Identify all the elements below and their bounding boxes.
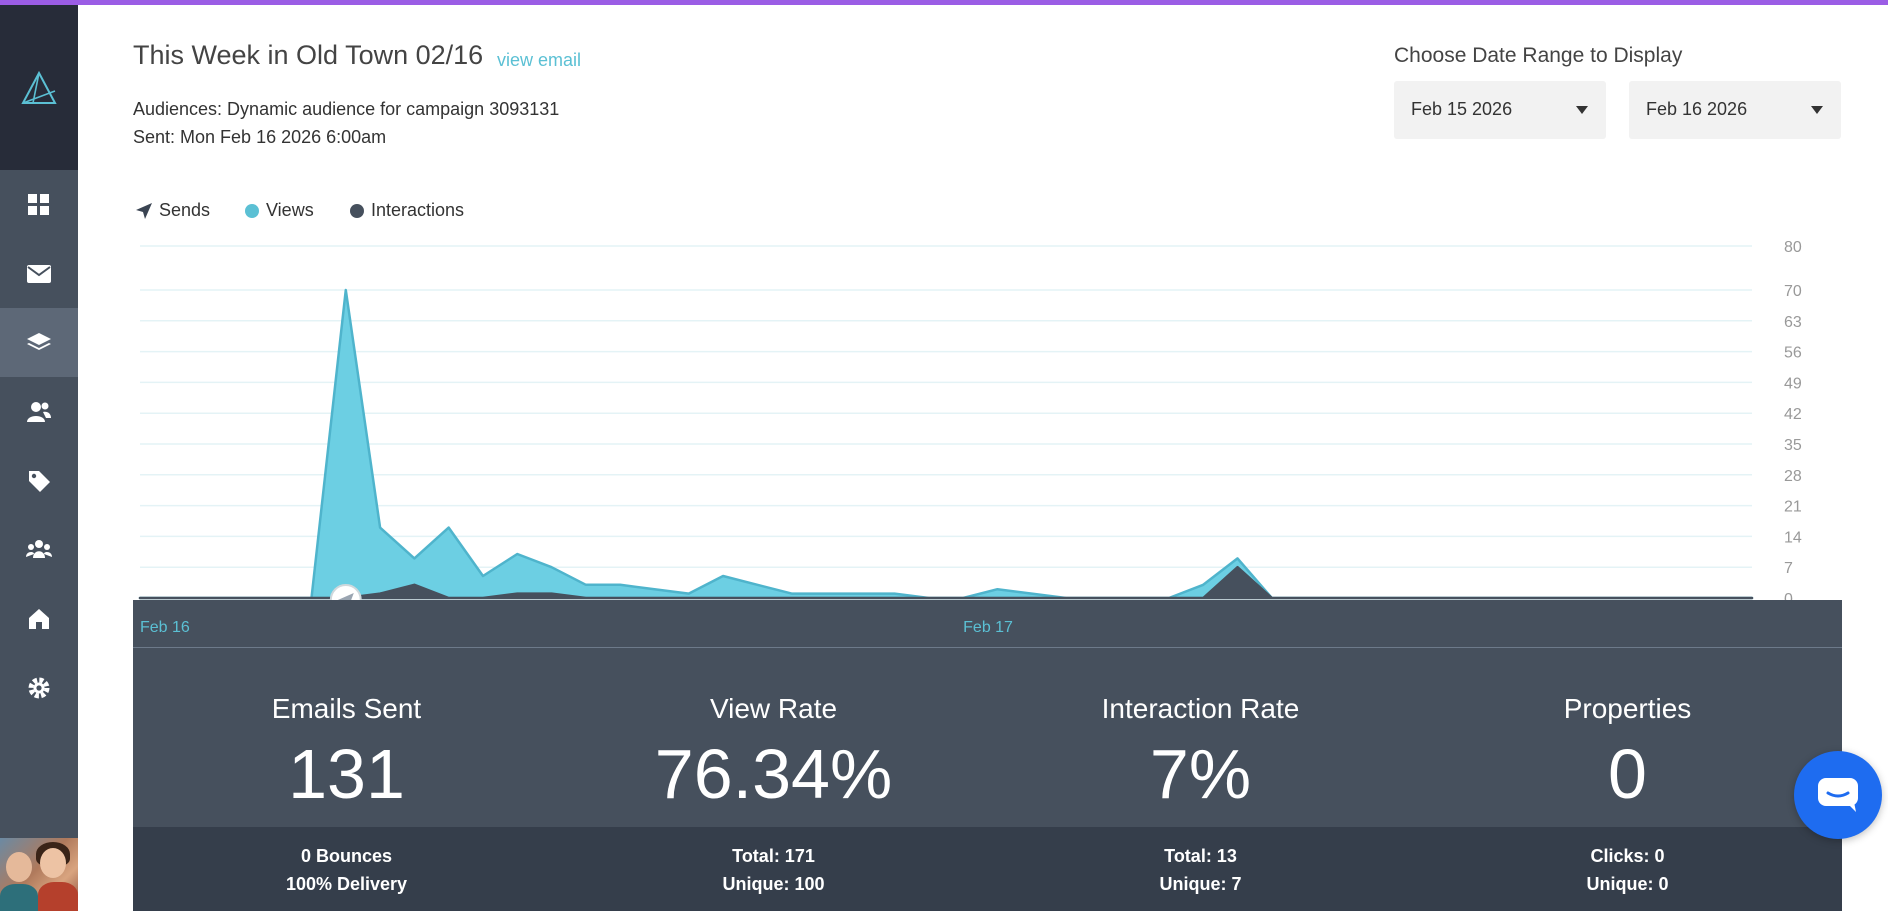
view-email-link[interactable]: view email bbox=[497, 50, 582, 70]
sends-marker[interactable] bbox=[329, 584, 362, 600]
clicks-unique-text: Unique: 0 bbox=[1586, 874, 1669, 894]
interactions-unique-text: Unique: 7 bbox=[1159, 874, 1242, 894]
interaction-rate-details: Total: 13 Unique: 7 bbox=[987, 842, 1414, 898]
stats-panel: Emails Sent 131 View Rate 76.34% Interac… bbox=[133, 648, 1842, 827]
end-date-value: Feb 16 2026 bbox=[1646, 99, 1748, 119]
end-date-select[interactable]: Feb 16 2026 bbox=[1629, 81, 1841, 139]
gear-icon bbox=[28, 677, 50, 698]
logo[interactable] bbox=[0, 5, 78, 170]
activity-chart[interactable]: 0 7 14 21 28 35 42 49 56 63 70 80 bbox=[0, 0, 1888, 600]
layers-icon bbox=[27, 332, 51, 350]
interactions-area[interactable] bbox=[138, 565, 1754, 600]
properties-details: Clicks: 0 Unique: 0 bbox=[1414, 842, 1841, 898]
views-dot bbox=[245, 203, 259, 218]
y-tick-label: 49 bbox=[1784, 375, 1802, 392]
y-tick-label: 35 bbox=[1784, 437, 1802, 454]
stat-value: 7% bbox=[1149, 735, 1252, 813]
stat-value: 76.34% bbox=[654, 735, 893, 813]
delivery-text: 100% Delivery bbox=[285, 874, 408, 894]
contacts-icon bbox=[27, 401, 51, 422]
y-tick-label: 63 bbox=[1784, 314, 1802, 331]
y-tick-label: 42 bbox=[1784, 406, 1802, 423]
stat-value: 131 bbox=[288, 735, 405, 813]
bounces-text: 0 Bounces bbox=[300, 846, 393, 866]
start-date-select[interactable]: Feb 15 2026 bbox=[1394, 81, 1606, 139]
view-rate-details: Total: 171 Unique: 100 bbox=[560, 842, 987, 898]
page-title: This Week in Old Town 02/16 bbox=[133, 40, 484, 70]
avatar[interactable] bbox=[0, 838, 78, 911]
paper-plane-icon bbox=[136, 202, 152, 219]
y-tick-label: 0 bbox=[1784, 591, 1793, 600]
stat-value: 0 bbox=[1608, 735, 1647, 813]
emails-sent-details: 0 Bounces 100% Delivery bbox=[133, 842, 560, 898]
sidebar-item-mail[interactable] bbox=[0, 239, 78, 308]
views-unique-text: Unique: 100 bbox=[722, 874, 825, 894]
y-tick-label: 14 bbox=[1784, 529, 1802, 546]
legend-interactions-label: Interactions bbox=[371, 200, 465, 220]
sidebar-item-settings[interactable] bbox=[0, 653, 78, 722]
caret-down-icon bbox=[1811, 106, 1823, 114]
stat-label: Emails Sent bbox=[271, 693, 422, 724]
sidebar-item-home[interactable] bbox=[0, 584, 78, 653]
chat-icon bbox=[1818, 778, 1858, 812]
sent-text: Sent: Mon Feb 16 2026 6:00am bbox=[133, 127, 387, 147]
y-tick-label: 21 bbox=[1784, 499, 1802, 516]
y-tick-label: 7 bbox=[1784, 560, 1793, 577]
logo-icon bbox=[21, 70, 57, 104]
stats-details: 0 Bounces 100% Delivery Total: 171 Uniqu… bbox=[133, 827, 1842, 911]
legend-sends-label: Sends bbox=[159, 200, 211, 220]
sidebar-item-tags[interactable] bbox=[0, 446, 78, 515]
stat-label: Properties bbox=[1563, 693, 1692, 724]
chat-button[interactable] bbox=[1794, 751, 1882, 839]
group-icon bbox=[26, 539, 52, 558]
start-date-value: Feb 15 2026 bbox=[1411, 99, 1513, 119]
interactions-dot bbox=[350, 203, 364, 218]
legend-views-label: Views bbox=[266, 200, 314, 220]
sidebar-item-groups[interactable] bbox=[0, 515, 78, 584]
date-range-label: Choose Date Range to Display bbox=[1394, 44, 1683, 67]
mail-icon bbox=[27, 264, 51, 283]
x-axis-bar: Feb 16 Feb 17 bbox=[133, 600, 1842, 648]
tag-icon bbox=[29, 470, 50, 492]
y-tick-label: 80 bbox=[1784, 239, 1802, 256]
stat-label: View Rate bbox=[709, 693, 838, 724]
caret-down-icon bbox=[1576, 106, 1588, 114]
paper-plane-icon bbox=[337, 593, 354, 600]
legend-views[interactable]: Views bbox=[245, 200, 314, 221]
home-icon bbox=[29, 608, 49, 629]
sidebar-item-contacts[interactable] bbox=[0, 377, 78, 446]
y-tick-label: 56 bbox=[1784, 345, 1802, 362]
sidebar-item-dashboard[interactable] bbox=[0, 170, 78, 239]
x-tick-label: Feb 17 bbox=[963, 619, 1013, 636]
x-tick-label: Feb 16 bbox=[140, 619, 190, 636]
dashboard-icon bbox=[28, 193, 49, 215]
y-tick-label: 70 bbox=[1784, 283, 1802, 300]
top-accent-bar bbox=[0, 0, 1888, 5]
sidebar bbox=[0, 5, 78, 911]
clicks-text: Clicks: 0 bbox=[1590, 846, 1665, 866]
legend-sends[interactable]: Sends bbox=[135, 200, 210, 221]
y-tick-label: 28 bbox=[1784, 468, 1802, 485]
views-total-text: Total: 171 bbox=[732, 846, 815, 866]
legend-interactions[interactable]: Interactions bbox=[350, 200, 464, 221]
stat-label: Interaction Rate bbox=[1101, 693, 1300, 724]
audiences-text: Audiences: Dynamic audience for campaign… bbox=[133, 99, 560, 119]
sidebar-item-campaigns[interactable] bbox=[0, 308, 78, 377]
interactions-total-text: Total: 13 bbox=[1164, 846, 1237, 866]
